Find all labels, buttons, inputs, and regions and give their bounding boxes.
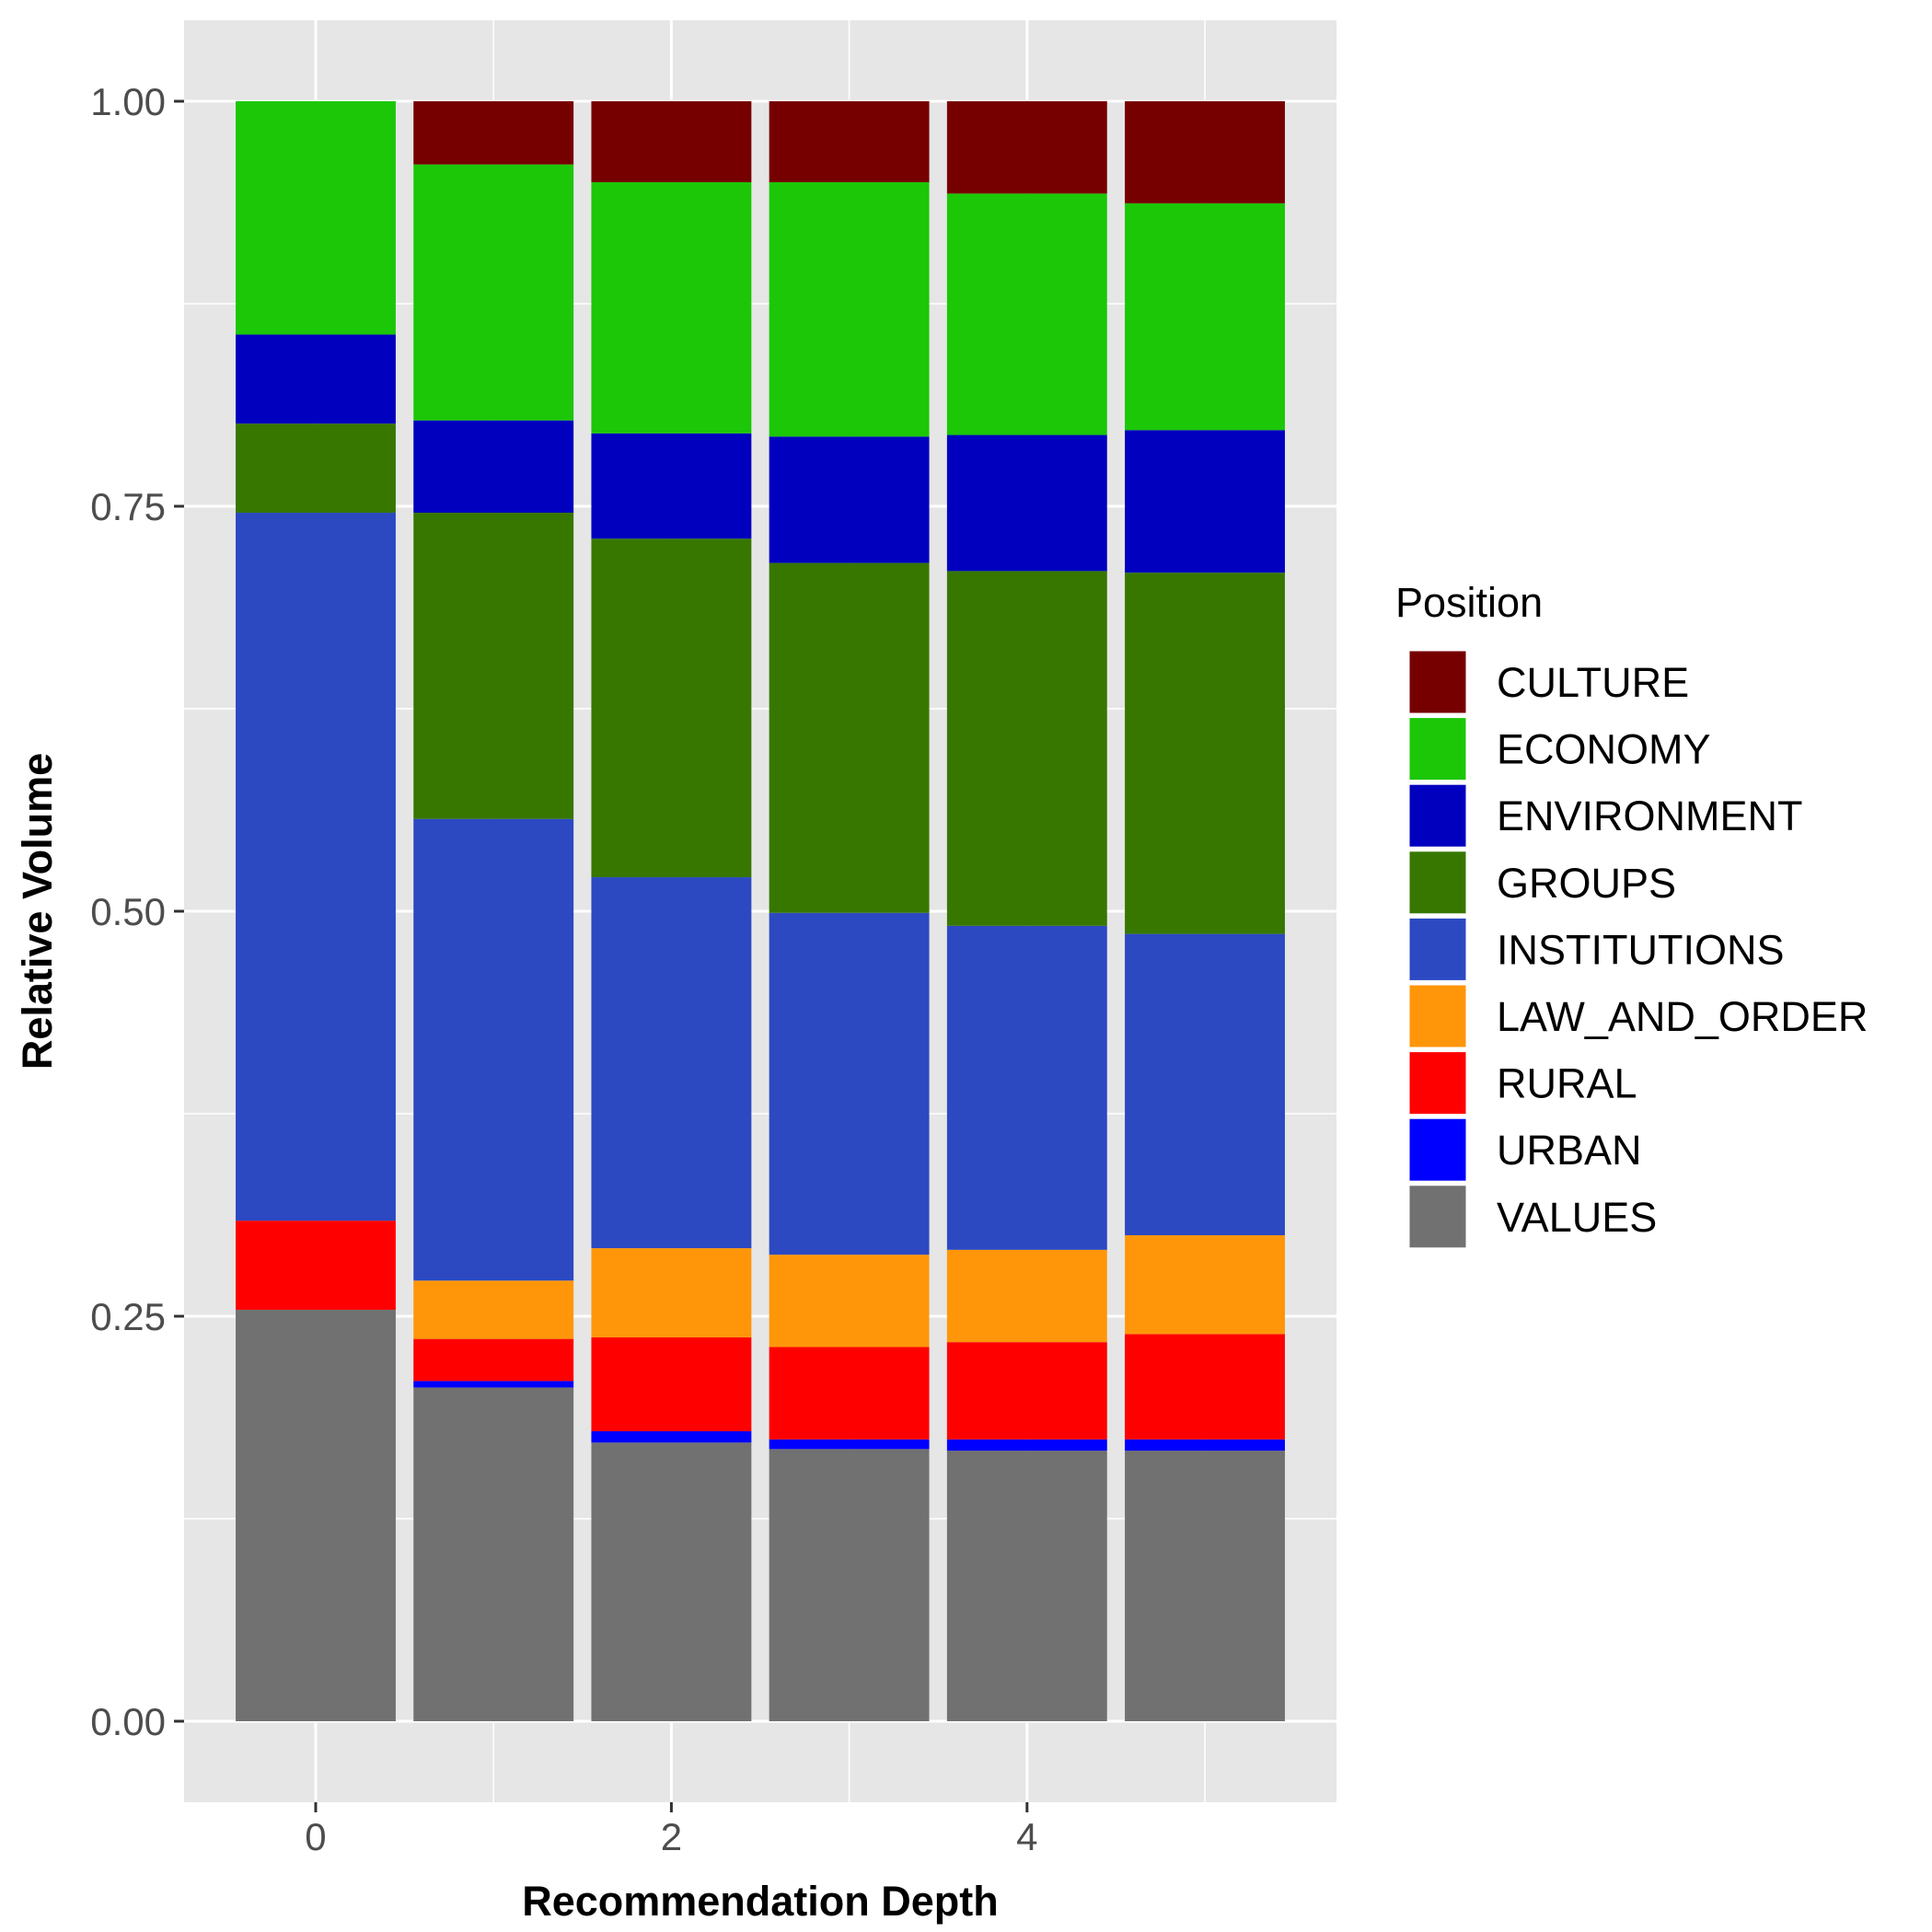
bar-segment-economy-x0: [236, 101, 396, 335]
bar-segment-law-and-order-x3: [769, 1255, 930, 1348]
bar-segment-groups-x0: [236, 423, 396, 514]
bar-segment-urban-x2: [591, 1430, 752, 1443]
bar-segment-urban-x5: [1125, 1439, 1285, 1452]
bar-segment-groups-x2: [591, 538, 752, 878]
legend-key-culture: [1406, 648, 1469, 716]
bar-segment-institutions-x3: [769, 912, 930, 1255]
bar-segment-values-x3: [769, 1449, 930, 1721]
bar-segment-institutions-x5: [1125, 933, 1285, 1235]
y-axis-title: Relative Volume: [14, 753, 61, 1070]
legend-label-urban: URBAN: [1497, 1127, 1642, 1174]
bar-segment-economy-x5: [1125, 202, 1285, 431]
legend-label-groups: GROUPS: [1497, 860, 1676, 907]
legend-key-groups: [1406, 849, 1469, 917]
legend-label-values: VALUES: [1497, 1194, 1657, 1241]
y-axis: 0.00 0.25 0.50 0.75 1.00: [90, 80, 184, 1743]
legend-label-environment: ENVIRONMENT: [1497, 792, 1803, 839]
bar-segment-economy-x4: [946, 193, 1107, 435]
bar-segment-groups-x4: [946, 571, 1107, 926]
x-axis: 0 2 4: [305, 1802, 1037, 1858]
legend-key-law-and-order: [1406, 982, 1469, 1050]
bar-segment-values-x4: [946, 1451, 1107, 1721]
legend-title: Position: [1395, 579, 1543, 626]
bar-segment-rural-x4: [946, 1342, 1107, 1440]
legend-key-values: [1406, 1183, 1469, 1251]
legend-key-economy: [1406, 715, 1469, 783]
bar-segment-culture-x1: [413, 101, 574, 165]
bar-segment-rural-x2: [591, 1336, 752, 1431]
bar-segment-culture-x4: [946, 101, 1107, 194]
bar-segment-economy-x1: [413, 164, 574, 421]
bar-segment-values-x1: [413, 1387, 574, 1721]
bar-segment-environment-x1: [413, 420, 574, 514]
legend-key-environment: [1406, 781, 1469, 850]
x-tick-label: 2: [661, 1815, 682, 1858]
bar-segment-law-and-order-x5: [1125, 1235, 1285, 1335]
legend-key-institutions: [1406, 915, 1469, 983]
bar-segment-values-x2: [591, 1442, 752, 1721]
bar-segment-environment-x4: [946, 434, 1107, 572]
bar-segment-rural-x1: [413, 1338, 574, 1382]
bar-segment-groups-x3: [769, 562, 930, 913]
bar-segment-institutions-x4: [946, 925, 1107, 1250]
y-tick-label: 0.25: [90, 1295, 166, 1338]
bars: [236, 101, 1285, 1721]
legend-label-institutions: INSTITUTIONS: [1497, 926, 1785, 973]
bar-segment-values-x0: [236, 1309, 396, 1721]
bar-segment-law-and-order-x1: [413, 1280, 574, 1339]
bar-segment-economy-x3: [769, 182, 930, 437]
y-tick-label: 0.75: [90, 485, 166, 528]
bar-segment-urban-x1: [413, 1381, 574, 1388]
bar-segment-rural-x0: [236, 1221, 396, 1310]
bar-segment-rural-x5: [1125, 1334, 1285, 1440]
x-axis-title: Recommendation Depth: [522, 1878, 999, 1925]
y-tick-label: 0.50: [90, 890, 166, 933]
bar-segment-environment-x0: [236, 334, 396, 424]
x-tick-label: 4: [1016, 1815, 1037, 1858]
bar-segment-culture-x5: [1125, 101, 1285, 203]
legend-label-rural: RURAL: [1497, 1060, 1637, 1107]
bar-segment-institutions-x0: [236, 513, 396, 1221]
bar-segment-environment-x5: [1125, 430, 1285, 573]
bar-segment-institutions-x1: [413, 818, 574, 1281]
legend-label-culture: CULTURE: [1497, 659, 1689, 706]
y-tick-label: 1.00: [90, 80, 166, 123]
legend-label-law-and-order: LAW_AND_ORDER: [1497, 993, 1868, 1040]
bar-segment-culture-x3: [769, 101, 930, 182]
legend: Position CULTURE ECONOMY ENVIRONMENT GROUPS…: [1395, 579, 1868, 1251]
bar-segment-economy-x2: [591, 182, 752, 434]
bar-segment-law-and-order-x4: [946, 1249, 1107, 1343]
legend-key-urban: [1406, 1116, 1469, 1184]
bar-segment-culture-x2: [591, 101, 752, 182]
x-tick-label: 0: [305, 1815, 326, 1858]
bar-segment-institutions-x2: [591, 877, 752, 1249]
legend-label-economy: ECONOMY: [1497, 726, 1711, 773]
bar-segment-values-x5: [1125, 1451, 1285, 1721]
y-tick-label: 0.00: [90, 1700, 166, 1743]
bar-segment-groups-x1: [413, 513, 574, 819]
bar-segment-urban-x4: [946, 1439, 1107, 1452]
bar-segment-groups-x5: [1125, 573, 1285, 934]
legend-key-rural: [1406, 1049, 1469, 1117]
bar-segment-urban-x3: [769, 1439, 930, 1450]
bar-segment-law-and-order-x2: [591, 1248, 752, 1337]
bar-segment-environment-x2: [591, 433, 752, 539]
bar-segment-rural-x3: [769, 1347, 930, 1440]
bar-segment-environment-x3: [769, 436, 930, 563]
